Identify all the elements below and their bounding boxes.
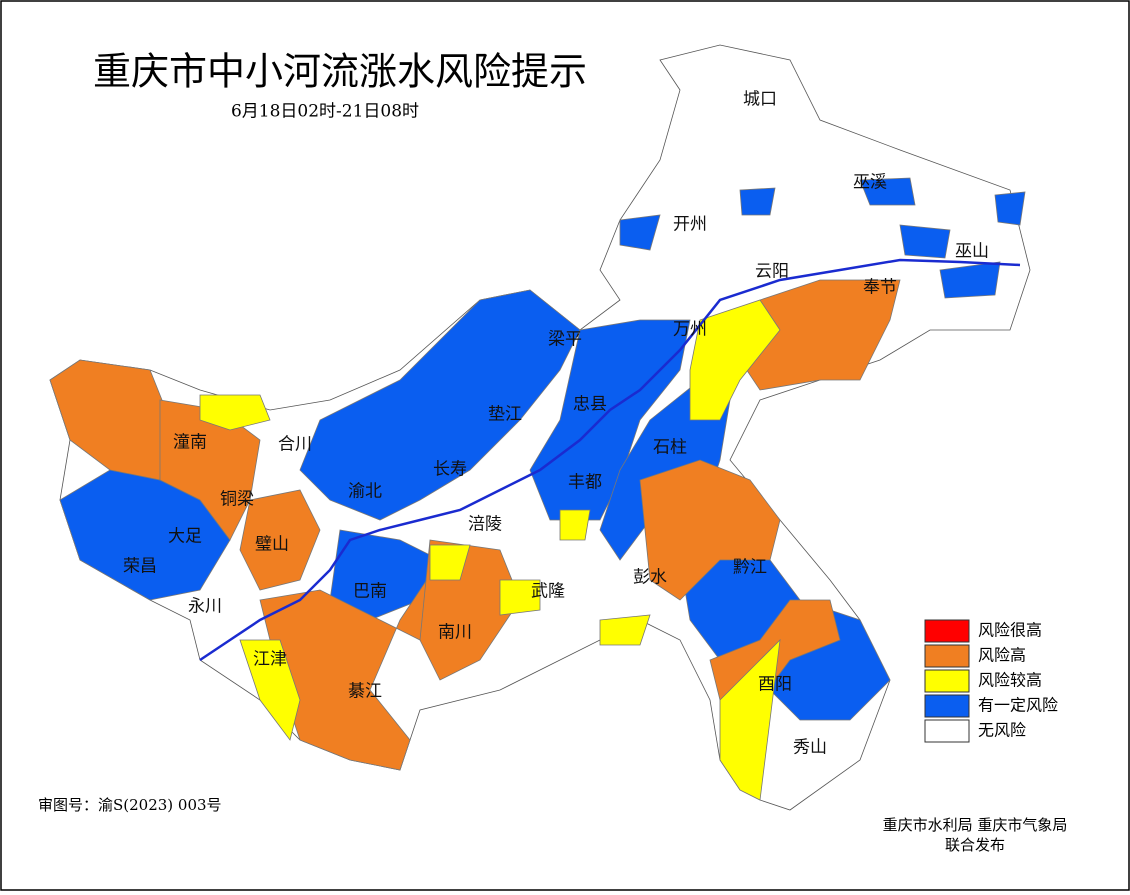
legend-swatch [924,669,970,693]
release: 联合发布 [945,836,1005,854]
district-label: 酉阳 [758,675,792,695]
district-label: 奉节 [863,278,897,298]
map-shapes [49,44,1031,811]
district-label: 涪陵 [468,515,502,535]
legend-label: 有一定风险 [978,696,1058,715]
publishers: 重庆市水利局 重庆市气象局 [883,816,1068,834]
district-label: 城口 [743,90,777,110]
district-label: 彭水 [633,568,667,588]
district-label: 石柱 [653,438,687,458]
district-label: 巴南 [353,582,387,602]
district-label: 铜梁 [220,490,254,510]
district-label: 开州 [673,215,707,235]
district-label: 南川 [438,623,472,643]
legend-swatch [924,619,970,643]
district-label: 潼南 [173,433,207,453]
legend-swatch [924,644,970,668]
legend-swatch [924,694,970,718]
district-label: 璧山 [255,535,289,555]
district-label: 合川 [278,435,312,455]
district-label: 垫江 [488,405,522,425]
district-label: 秀山 [793,738,827,758]
district-label: 黔江 [733,558,767,578]
district-label: 丰都 [568,473,602,493]
district-label: 武隆 [531,582,565,602]
district-label: 梁平 [548,330,582,350]
legend-swatch [924,719,970,743]
district-label: 江津 [253,650,287,670]
district-label: 长寿 [433,460,467,480]
district-label: 荣昌 [123,557,157,577]
legend-label: 风险很高 [978,621,1042,640]
district-label: 忠县 [573,395,607,415]
district-label: 巫溪 [853,173,887,193]
legend-label: 风险高 [978,646,1026,665]
legend-label: 风险较高 [978,671,1042,690]
district-label: 大足 [168,527,202,547]
district-label: 云阳 [755,262,789,282]
district-label: 万州 [673,320,707,340]
district-label: 巫山 [955,242,989,262]
subtitle: 6月18日02时-21日08时 [231,102,419,122]
map-number: 审图号：渝S(2023) 003号 [38,796,222,814]
district-label: 綦江 [348,682,382,702]
legend-label: 无风险 [978,721,1026,740]
title: 重庆市中小河流涨水风险提示 [93,50,587,94]
district-label: 永川 [188,597,222,617]
district-label: 渝北 [348,482,382,502]
